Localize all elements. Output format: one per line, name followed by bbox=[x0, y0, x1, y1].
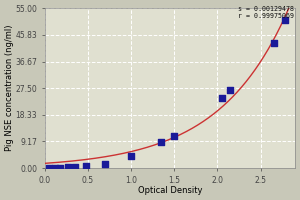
Y-axis label: Pig NSE concentration (ng/ml): Pig NSE concentration (ng/ml) bbox=[5, 25, 14, 151]
Point bbox=[66, 166, 70, 169]
X-axis label: Optical Density: Optical Density bbox=[138, 186, 202, 195]
Point bbox=[271, 42, 276, 45]
Point bbox=[47, 167, 52, 170]
Text: s = 0.00129478
r = 0.99975069: s = 0.00129478 r = 0.99975069 bbox=[238, 6, 294, 19]
Point bbox=[58, 166, 63, 169]
Point bbox=[103, 162, 108, 165]
Point bbox=[84, 164, 88, 167]
Point bbox=[219, 97, 224, 100]
Point bbox=[228, 88, 233, 91]
Point bbox=[73, 165, 77, 168]
Point bbox=[282, 18, 287, 22]
Point bbox=[159, 140, 164, 144]
Point bbox=[172, 135, 177, 138]
Point bbox=[53, 166, 58, 170]
Point bbox=[129, 155, 134, 158]
